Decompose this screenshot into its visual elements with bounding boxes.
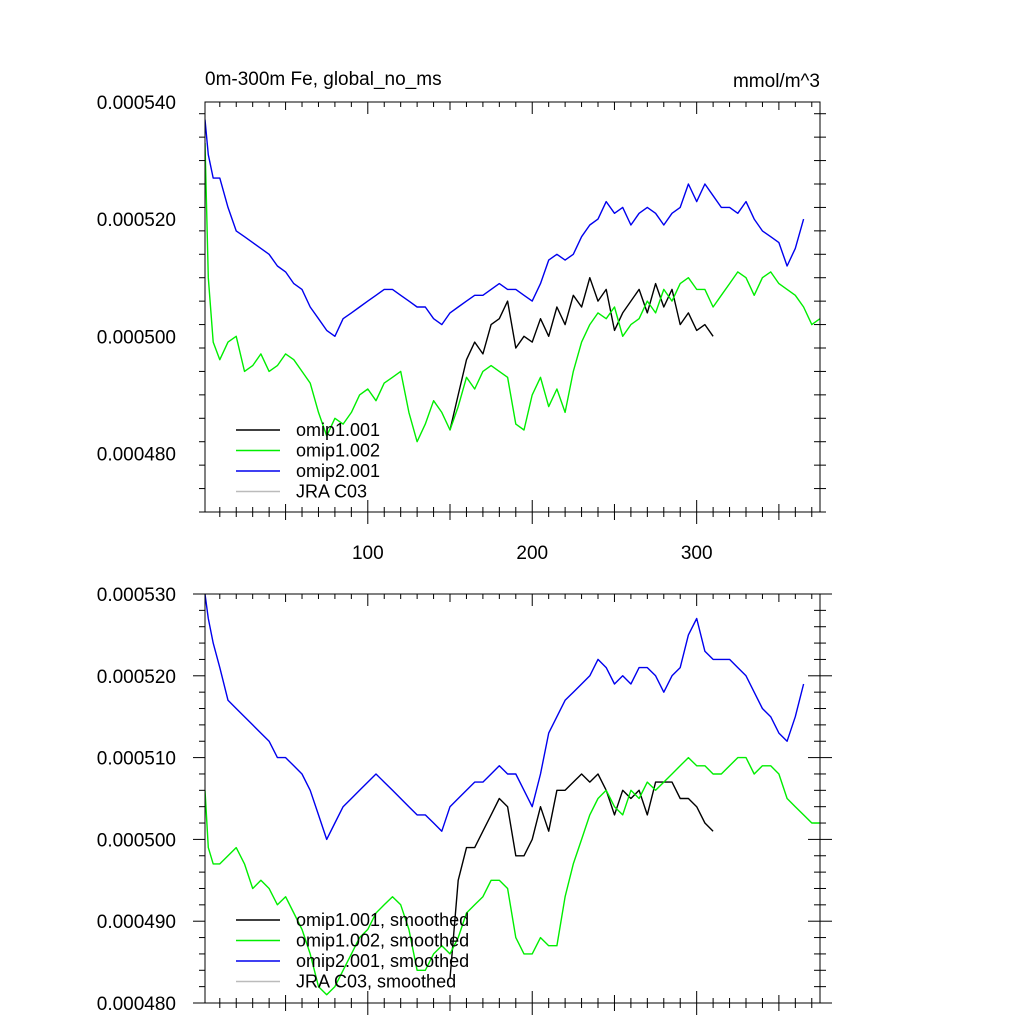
- top-panel: 0m-300m Fe, global_no_ms mmol/m^3 100 200…: [97, 69, 826, 564]
- top-x-tick-label: 100: [352, 543, 384, 564]
- top-legend-label: JRA C03: [296, 482, 367, 502]
- bottom-series-omip1-002-smoothed: [205, 756, 820, 996]
- bottom-legend-label: omip1.001, smoothed: [296, 910, 469, 930]
- top-ticks: 100 200 300 0.000480 0.000500 0.000520 0.00054…: [97, 93, 826, 564]
- top-legend-label: omip2.001: [296, 461, 380, 481]
- top-series: [205, 119, 820, 443]
- top-x-tick-label: 300: [681, 543, 713, 564]
- top-title-units: mmol/m^3: [733, 71, 820, 92]
- top-legend-label: omip1.002: [296, 441, 380, 461]
- bottom-series: [205, 594, 820, 996]
- bottom-plot-frame: [204, 593, 821, 1004]
- top-y-tick-label: 0.000500: [97, 327, 176, 348]
- bottom-y-tick-label: 0.000520: [97, 667, 176, 688]
- bottom-y-tick-label: 0.000490: [97, 912, 176, 933]
- top-plot-frame: [204, 101, 821, 513]
- bottom-y-tick-label: 0.000530: [97, 585, 176, 606]
- top-legend-label: omip1.001: [296, 420, 380, 440]
- bottom-legend-label: omip2.001, smoothed: [296, 951, 469, 971]
- top-y-tick-label: 0.000480: [97, 444, 176, 465]
- bottom-legend-label: omip1.002, smoothed: [296, 931, 469, 951]
- bottom-legend-label: JRA C03, smoothed: [296, 972, 456, 992]
- bottom-ticks: 0.000480 0.000490 0.000500 0.000510 0.000520…: [97, 585, 832, 1015]
- bottom-y-tick-label: 0.000480: [97, 994, 176, 1015]
- bottom-y-tick-label: 0.000510: [97, 749, 176, 770]
- bottom-panel: 0.000480 0.000490 0.000500 0.000510 0.000520…: [97, 585, 832, 1015]
- bottom-series-omip1-001-smoothed: [449, 773, 714, 979]
- top-series-omip1-002: [205, 142, 820, 443]
- bottom-y-tick-label: 0.000500: [97, 830, 176, 851]
- top-series-omip1-001: [449, 277, 714, 431]
- top-title-left: 0m-300m Fe, global_no_ms: [205, 69, 442, 90]
- top-x-tick-label: 200: [516, 543, 548, 564]
- bottom-series-omip2-001-smoothed: [205, 594, 805, 841]
- top-y-tick-label: 0.000540: [97, 93, 176, 114]
- top-series-omip2-001: [205, 119, 805, 337]
- top-y-tick-label: 0.000520: [97, 210, 176, 231]
